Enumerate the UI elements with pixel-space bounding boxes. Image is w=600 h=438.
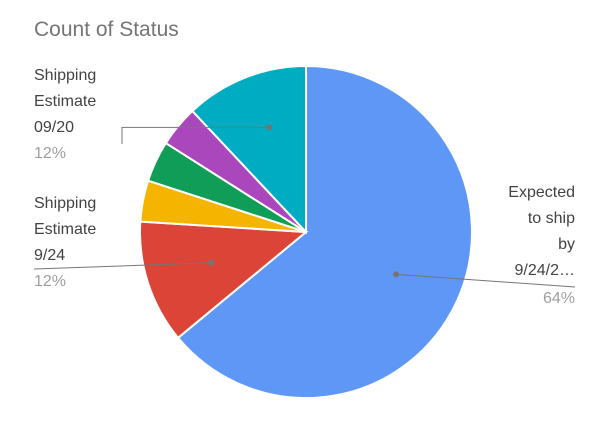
callout-leader-1 <box>33 262 212 270</box>
pie-slice-5 <box>190 64 307 235</box>
slice-label-2-line-1: Estimate <box>34 93 96 110</box>
chart-title: Count of Status <box>34 18 179 41</box>
slice-label-0-line-0: Expected <box>508 184 575 201</box>
slice-label-0-line-1: to ship <box>528 210 575 227</box>
callout-dot-2 <box>266 124 273 131</box>
slice-label-1-line-2: 9/24 <box>34 247 65 264</box>
pie-slice-1 <box>139 220 309 340</box>
pie-slice-0 <box>176 64 473 399</box>
slice-percent-0: 64% <box>543 290 575 307</box>
pie-slices <box>139 64 473 399</box>
callout-dot-0 <box>393 271 400 278</box>
slice-label-0-line-3: 9/24/2… <box>515 262 575 279</box>
slice-callouts: Expected to ship by 9/24/2… 64% Shipping Estim… <box>33 67 576 307</box>
slice-percent-2: 12% <box>34 145 66 162</box>
slice-label-0-line-2: by <box>558 236 575 253</box>
slice-label-1-line-0: Shipping <box>34 195 96 212</box>
callout-leader-0 <box>396 273 576 288</box>
slice-label-2-line-2: 09/20 <box>34 119 74 136</box>
slice-percent-1: 12% <box>34 273 66 290</box>
callout-dot-1 <box>208 259 215 266</box>
callout-leader-2 <box>121 126 270 144</box>
slice-label-1-line-1: Estimate <box>34 221 96 238</box>
slice-label-2-line-0: Shipping <box>34 67 96 84</box>
